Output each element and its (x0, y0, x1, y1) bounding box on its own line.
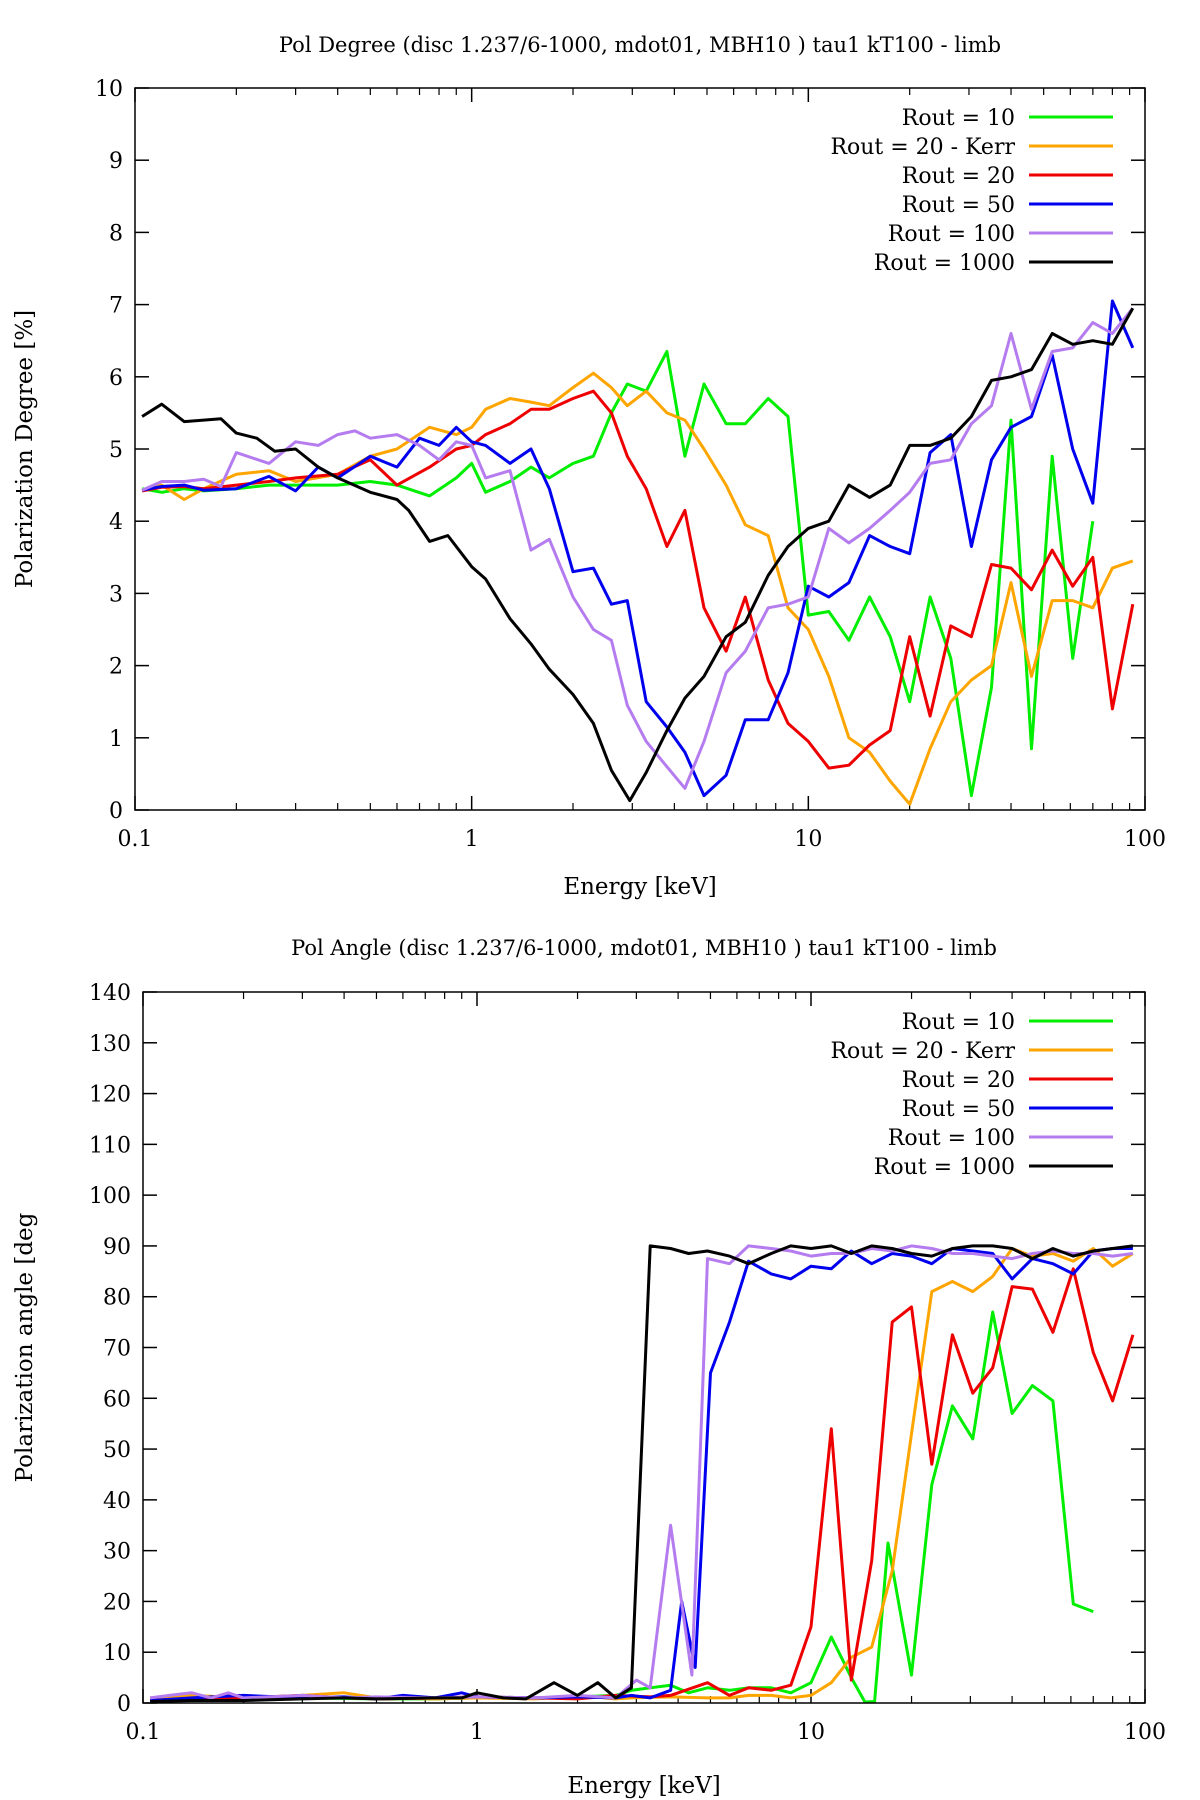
x-tick-label: 10 (797, 1720, 825, 1745)
pol-angle-chart: Pol Angle (disc 1.237/6-1000, mdot01, MB… (12, 936, 1166, 1799)
y-tick-label: 40 (103, 1489, 131, 1514)
pol-degree-chart: Pol Degree (disc 1.237/6-1000, mdot01, M… (12, 33, 1166, 900)
y-tick-label: 20 (103, 1590, 131, 1615)
legend-label: Rout = 10 (902, 106, 1015, 131)
y-tick-label: 100 (89, 1184, 131, 1209)
y-tick-label: 3 (109, 582, 123, 607)
series-line-rout-100 (141, 307, 1134, 790)
y-tick-label: 110 (89, 1133, 131, 1158)
legend-label: Rout = 100 (888, 1126, 1015, 1151)
x-tick-label: 10 (794, 827, 822, 852)
legend-label: Rout = 20 (902, 164, 1015, 189)
x-tick-label: 100 (1124, 827, 1166, 852)
x-tick-label: 0.1 (118, 827, 153, 852)
y-tick-label: 70 (103, 1337, 131, 1362)
y-axis-label: Polarization angle [deg (12, 1212, 38, 1482)
y-tick-label: 60 (103, 1387, 131, 1412)
y-tick-label: 4 (109, 510, 123, 535)
y-tick-label: 1 (109, 727, 123, 752)
x-tick-label: 100 (1124, 1720, 1166, 1745)
legend-label: Rout = 20 - Kerr (830, 135, 1015, 160)
y-tick-label: 2 (109, 655, 123, 680)
plot-frame (134, 87, 1146, 811)
legend-label: Rout = 50 (902, 193, 1015, 218)
series-line-rout-1000 (141, 307, 1135, 803)
y-tick-label: 5 (109, 438, 123, 463)
y-tick-label: 10 (103, 1641, 131, 1666)
y-tick-label: 0 (109, 799, 123, 824)
x-axis-label: Energy [keV] (563, 874, 716, 900)
y-tick-label: 120 (89, 1083, 131, 1108)
series-line-rout-1000 (150, 1244, 1134, 1703)
legend-label: Rout = 100 (888, 222, 1015, 247)
y-tick-label: 10 (95, 77, 123, 102)
x-tick-label: 1 (465, 827, 479, 852)
legend-label: Rout = 10 (902, 1010, 1015, 1035)
y-tick-label: 8 (109, 221, 123, 246)
y-tick-label: 130 (89, 1032, 131, 1057)
series-line-rout-100 (149, 1244, 1134, 1700)
y-tick-label: 7 (109, 294, 123, 319)
y-tick-label: 90 (103, 1235, 131, 1260)
x-tick-label: 1 (470, 1720, 484, 1745)
legend-label: Rout = 20 (902, 1068, 1015, 1093)
y-tick-label: 50 (103, 1438, 131, 1463)
plot-frame (142, 991, 1146, 1704)
x-tick-label: 0.1 (126, 1720, 161, 1745)
chart-title: Pol Angle (disc 1.237/6-1000, mdot01, MB… (291, 936, 997, 960)
y-tick-label: 6 (109, 366, 123, 391)
x-axis-label: Energy [keV] (567, 1773, 720, 1799)
legend-label: Rout = 1000 (874, 251, 1015, 276)
legend-label: Rout = 50 (902, 1097, 1015, 1122)
legend-label: Rout = 1000 (874, 1155, 1015, 1180)
y-tick-label: 30 (103, 1540, 131, 1565)
y-tick-label: 0 (117, 1692, 131, 1717)
legend-label: Rout = 20 - Kerr (830, 1039, 1015, 1064)
chart-title: Pol Degree (disc 1.237/6-1000, mdot01, M… (279, 33, 1001, 57)
y-axis-label: Polarization Degree [%] (12, 310, 38, 588)
y-tick-label: 80 (103, 1286, 131, 1311)
y-tick-label: 9 (109, 149, 123, 174)
series-line-rout-10 (141, 350, 1095, 798)
y-tick-label: 140 (89, 981, 131, 1006)
